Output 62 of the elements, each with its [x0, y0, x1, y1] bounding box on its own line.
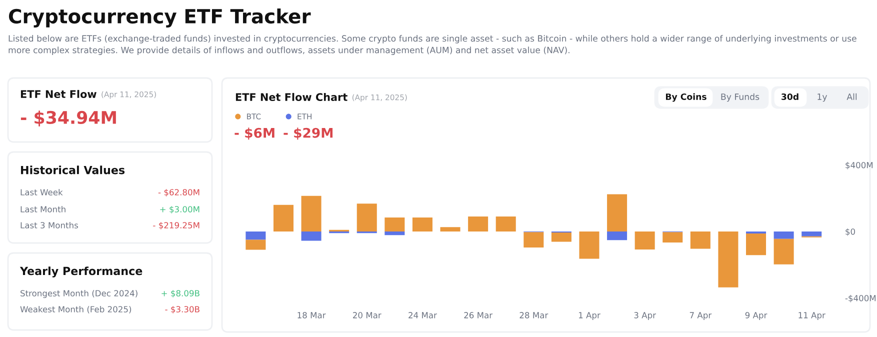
text: By Coins [666, 93, 706, 102]
x-tick-label: 11 Apr [798, 312, 826, 320]
x-tick-label: 3 Apr [634, 312, 656, 320]
text: Weakest Month (Feb 2025) [20, 306, 132, 314]
bar [551, 232, 572, 242]
text: - $3.30B [165, 306, 200, 314]
bar [690, 232, 710, 249]
bar [384, 218, 405, 232]
bar [301, 196, 322, 232]
text: + $8.09B [162, 290, 200, 298]
text: By Funds [721, 93, 760, 102]
text: Cryptocurrency ETF Tracker [8, 8, 311, 28]
bar [273, 204, 294, 232]
y-tick-label: $400M [846, 162, 873, 170]
bar [246, 240, 266, 250]
text: 1y [818, 94, 828, 102]
text: 30d [782, 93, 798, 100]
bar [718, 232, 738, 288]
text: - $34.94M [20, 110, 116, 126]
x-tick-label: 26 Mar [464, 312, 493, 318]
text: Historical Values [21, 166, 125, 174]
chart-title: ETF Net Flow Chart [236, 92, 348, 102]
text: Yearly Performance [20, 266, 142, 278]
bar [802, 232, 822, 236]
x-tick-label: 7 Apr [690, 312, 712, 320]
bar [607, 194, 628, 232]
bar [356, 204, 377, 232]
text: Last Month [20, 206, 66, 212]
x-tick-label: 18 Mar [298, 312, 326, 318]
x-tick-label: 24 Mar [408, 312, 437, 318]
x-tick-label: 9 Apr [745, 312, 768, 320]
bar [496, 216, 516, 232]
text: - $29M [284, 128, 333, 140]
x-tick-label: 20 Mar [353, 312, 382, 318]
y-tick-label: $0 [846, 228, 855, 236]
bar [440, 227, 460, 232]
x-tick-label: 1 Apr [578, 312, 600, 320]
bar [662, 232, 683, 242]
bar [607, 232, 628, 240]
text: Last 3 Months [20, 222, 78, 228]
bar [301, 232, 322, 241]
text: Last Week [20, 188, 63, 196]
text: + $3.00M [160, 206, 200, 214]
bar [774, 238, 794, 264]
text: Listed below are ETFs (exchange-traded funds) invested in cryptocurrencies. Some crypto funds are single asset - such as Bitcoin - while others hold a wider range of underlying investments or use more complex strategies. We provide details of inflows and outflows, assets under management (AUM) and net asset value (NAV). [8, 35, 856, 55]
bar [384, 232, 405, 236]
bar [524, 232, 544, 248]
bar [634, 232, 655, 250]
bar [412, 218, 432, 232]
x-tick-label: 28 Mar [520, 312, 548, 318]
bar [746, 233, 766, 256]
text: Strongest Month (Dec 2024) [20, 290, 138, 298]
bar [246, 232, 266, 240]
y-tick-label: -$400M [845, 294, 876, 302]
bar [579, 232, 600, 259]
text: - $219.25M [153, 222, 200, 230]
bar [468, 216, 488, 232]
text: - $62.80M [158, 188, 200, 197]
text: ETF Net Flow [20, 90, 96, 98]
bar [774, 232, 794, 239]
text: - $6M [234, 128, 274, 140]
text: All [846, 93, 857, 100]
